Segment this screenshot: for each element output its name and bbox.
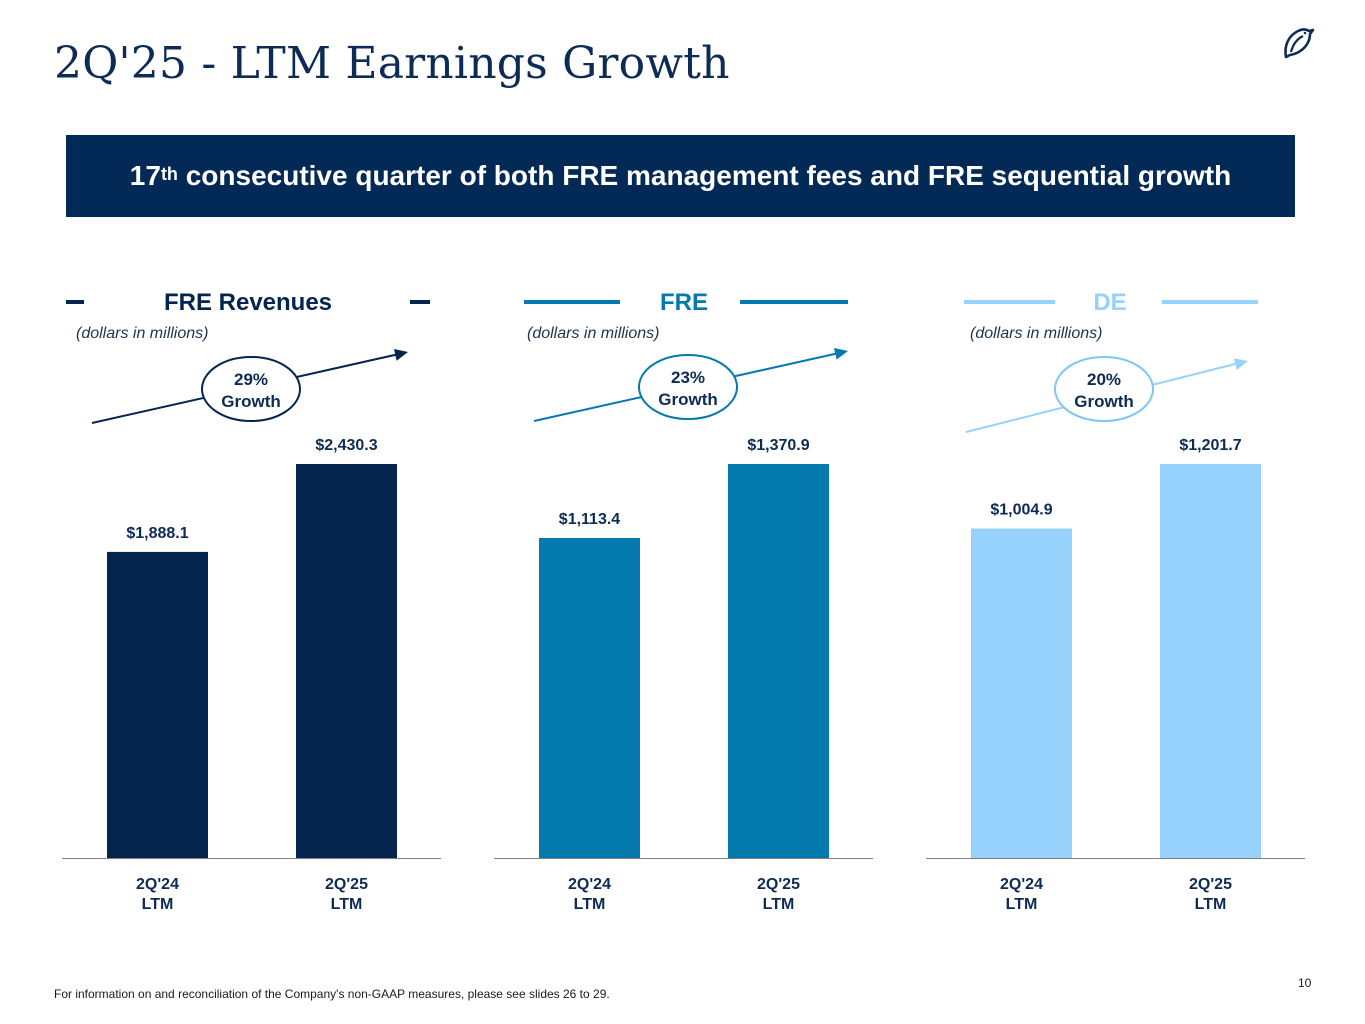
- growth-arrow-head-icon: [834, 347, 848, 360]
- x-tick-label: LTM: [1006, 896, 1038, 913]
- bar: [107, 551, 208, 858]
- growth-percent: 29%: [234, 370, 268, 389]
- bar-value-label: $1,201.7: [1179, 437, 1241, 454]
- x-tick-label: 2Q'25: [325, 876, 368, 893]
- growth-label: Growth: [658, 390, 718, 409]
- page-number: 10: [1298, 976, 1312, 990]
- growth-percent: 20%: [1087, 370, 1121, 389]
- banner-number: 17: [129, 160, 161, 191]
- growth-label: Growth: [1074, 392, 1134, 411]
- x-tick-label: 2Q'24: [1000, 876, 1043, 893]
- chart-subtitle: (dollars in millions): [527, 325, 659, 342]
- banner-text: consecutive quarter of both FRE manageme…: [177, 160, 1232, 191]
- x-tick-label: LTM: [763, 896, 795, 913]
- page-title: 2Q'25 - LTM Earnings Growth: [54, 38, 730, 89]
- bar: [1160, 464, 1261, 858]
- bar: [971, 528, 1072, 858]
- x-tick-label: 2Q'25: [1189, 876, 1232, 893]
- bird-logo-icon: [1284, 28, 1315, 59]
- x-tick-label: 2Q'25: [757, 876, 800, 893]
- growth-percent: 23%: [671, 368, 705, 387]
- bar: [728, 464, 829, 858]
- bar: [539, 538, 640, 858]
- x-tick-label: 2Q'24: [136, 876, 179, 893]
- growth-arrow-head-icon: [1233, 358, 1248, 370]
- growth-arrow-head-icon: [394, 348, 408, 361]
- growth-label: Growth: [221, 392, 281, 411]
- x-tick-label: LTM: [142, 896, 174, 913]
- chart-title: DE: [1093, 289, 1126, 316]
- banner-superscript: th: [160, 163, 178, 184]
- x-tick-label: LTM: [574, 896, 606, 913]
- chart-title: FRE: [660, 289, 708, 316]
- bar-value-label: $1,888.1: [126, 525, 188, 542]
- chart-subtitle: (dollars in millions): [970, 325, 1102, 342]
- chart-subtitle: (dollars in millions): [76, 325, 208, 342]
- bar: [296, 464, 397, 858]
- growth-badge: [638, 354, 738, 420]
- x-tick-label: LTM: [331, 896, 363, 913]
- x-tick-label: 2Q'24: [568, 876, 611, 893]
- bar-value-label: $1,004.9: [990, 502, 1052, 519]
- growth-badge: [201, 356, 301, 422]
- x-tick-label: LTM: [1195, 896, 1227, 913]
- chart-title: FRE Revenues: [164, 289, 332, 316]
- bar-value-label: $1,370.9: [747, 437, 809, 454]
- bar-value-label: $2,430.3: [315, 437, 377, 454]
- bar-value-label: $1,113.4: [559, 511, 621, 528]
- footnote: For information on and reconciliation of…: [54, 987, 610, 1001]
- growth-badge: [1054, 356, 1154, 422]
